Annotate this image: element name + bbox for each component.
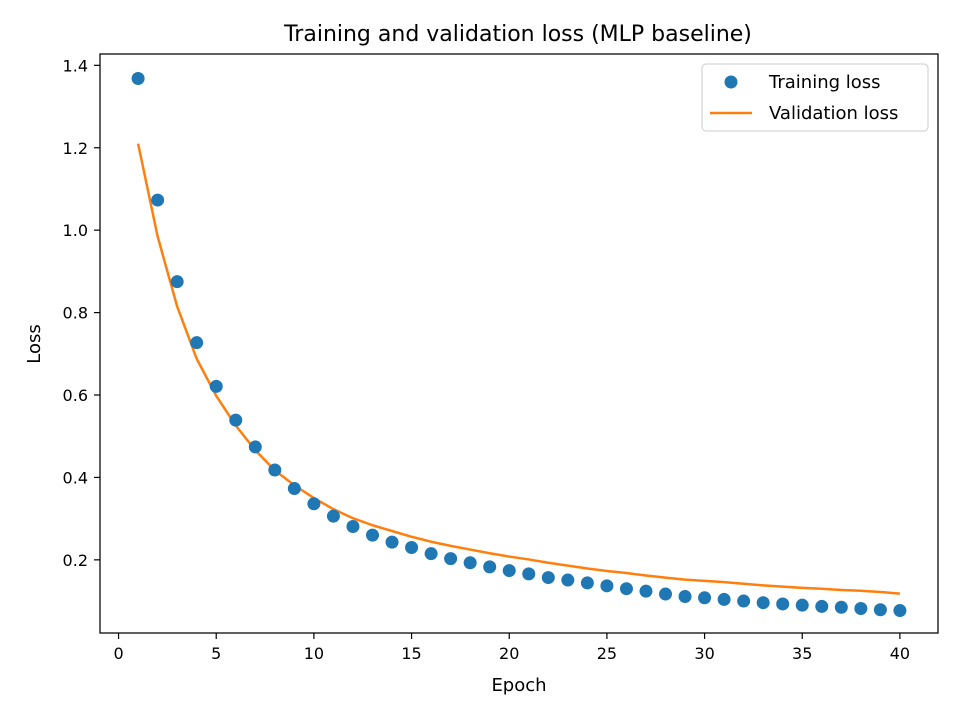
training-loss-point	[483, 560, 497, 574]
training-loss-point	[268, 463, 282, 477]
training-loss-point	[463, 556, 477, 570]
y-tick-label: 0.2	[63, 551, 88, 570]
legend: Training loss Validation loss	[701, 63, 929, 132]
training-loss-point	[248, 440, 262, 454]
x-tick-label: 10	[304, 644, 324, 663]
x-tick-label: 30	[694, 644, 714, 663]
x-tick-label: 25	[597, 644, 617, 663]
training-loss-point	[776, 597, 790, 611]
x-tick-label: 20	[499, 644, 519, 663]
y-axis-label: Loss	[24, 324, 45, 363]
training-loss-point	[834, 600, 848, 614]
legend-marker-training	[724, 75, 738, 89]
x-tick-label: 5	[211, 644, 221, 663]
y-tick-label: 0.6	[63, 386, 88, 405]
training-loss-point	[287, 482, 301, 496]
y-axis: 0.2 0.4 0.6 0.8 1.0 1.2 1.4	[63, 56, 100, 570]
training-loss-point	[854, 601, 868, 615]
legend-label-validation: Validation loss	[769, 103, 898, 124]
training-loss-point	[307, 497, 321, 511]
legend-label-training: Training loss	[768, 72, 881, 93]
y-tick-label: 0.8	[63, 304, 88, 323]
training-loss-point	[756, 596, 770, 610]
y-tick-label: 0.4	[63, 468, 88, 487]
training-loss-point	[444, 552, 458, 566]
legend-box	[701, 63, 929, 132]
training-loss-point	[346, 519, 360, 533]
training-loss-point	[385, 535, 399, 549]
training-loss-point	[678, 590, 692, 604]
training-loss-point	[659, 587, 673, 601]
series-layer	[131, 72, 907, 618]
plot-frame	[99, 53, 939, 634]
training-loss-point	[151, 193, 165, 207]
training-loss-point	[717, 592, 731, 606]
x-tick-label: 0	[113, 644, 123, 663]
y-tick-label: 1.4	[63, 56, 88, 75]
training-loss-point	[502, 564, 516, 578]
chart-title: Training and validation loss (MLP baseli…	[283, 22, 752, 47]
training-loss-point	[131, 72, 145, 86]
y-tick-label: 1.0	[63, 221, 88, 240]
x-tick-label: 40	[890, 644, 910, 663]
y-tick-label: 1.2	[63, 139, 88, 158]
x-axis-label: Epoch	[491, 675, 546, 696]
training-loss-point	[229, 413, 243, 427]
training-loss-point	[209, 379, 223, 393]
training-loss-point	[561, 573, 575, 587]
validation-loss-line	[136, 143, 901, 595]
training-loss-point	[522, 567, 536, 581]
training-loss-point	[424, 547, 438, 561]
x-tick-label: 15	[401, 644, 421, 663]
training-loss-point	[580, 576, 594, 590]
training-loss-point	[326, 509, 340, 523]
x-tick-label: 35	[792, 644, 812, 663]
training-loss-point	[893, 604, 907, 618]
training-loss-point	[190, 336, 204, 350]
training-loss-point	[619, 582, 633, 596]
training-loss-point	[405, 540, 419, 554]
training-loss-point	[815, 599, 829, 613]
training-loss-point	[795, 598, 809, 612]
x-axis: 0 5 10 15 20 25 30 35 40	[113, 633, 910, 663]
training-loss-point	[639, 584, 653, 598]
training-loss-point	[737, 594, 751, 608]
training-loss-point	[600, 579, 614, 593]
plot-area	[99, 53, 939, 634]
training-loss-point	[541, 571, 555, 585]
training-loss-point	[873, 603, 887, 617]
training-loss-point	[698, 591, 712, 605]
training-loss-point	[170, 275, 184, 289]
training-loss-point	[365, 528, 379, 542]
